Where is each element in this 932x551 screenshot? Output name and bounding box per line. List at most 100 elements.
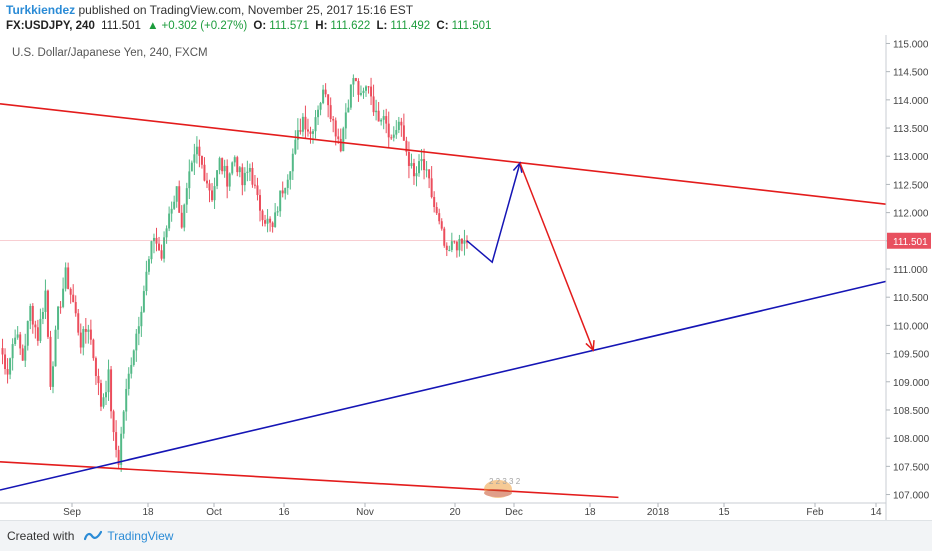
open-label: O:: [253, 20, 267, 32]
ohlc-line: FX:USDJPY, 240 111.501 ▲ +0.302 (+0.27%) …: [6, 18, 926, 34]
candle-body: [365, 86, 368, 91]
candle-body: [67, 267, 70, 289]
candle-body: [423, 159, 426, 171]
candle-body: [344, 112, 347, 129]
price-tick-label: 112.000: [893, 209, 929, 220]
time-tick-label: 18: [584, 507, 596, 518]
lower-resistance-trendline[interactable]: [0, 461, 619, 499]
candle-body: [165, 228, 168, 238]
candle-body: [163, 237, 166, 259]
price-axis[interactable]: 115.000 114.500 114.000 113.500 113.000 112.5…: [886, 39, 931, 502]
candle-body: [102, 397, 105, 407]
candle-body: [425, 169, 428, 171]
candle-body: [370, 86, 373, 97]
candle-body: [304, 116, 307, 130]
candle-body: [188, 171, 191, 189]
candle-body: [221, 158, 224, 172]
candle-body: [438, 213, 441, 222]
candle-body: [69, 288, 72, 295]
candle-body: [158, 243, 161, 251]
candle-body: [97, 375, 100, 384]
candle-body: [122, 411, 125, 434]
candle-body: [339, 138, 342, 152]
candle-body: [342, 128, 345, 152]
candle-body: [21, 348, 24, 361]
candle-body: [450, 241, 453, 250]
upper-resistance-trendline[interactable]: [0, 102, 887, 205]
change-value: +0.302 (+0.27%): [161, 20, 248, 32]
candle-body: [178, 186, 181, 213]
candle-body: [41, 311, 44, 319]
footer-bar: Created with TradingView: [0, 520, 932, 551]
candle-body: [453, 241, 456, 243]
candle-body: [448, 249, 451, 251]
candle-body: [385, 116, 388, 124]
candle-body: [420, 159, 423, 162]
candle-body: [327, 94, 330, 106]
time-axis[interactable]: Sep 18 Oct 16 Nov 20 Dec 18 2018 15 Feb 14: [63, 503, 882, 518]
chart-title: U.S. Dollar/Japanese Yen, 240, FXCM: [12, 47, 208, 59]
price-chart[interactable]: U.S. Dollar/Japanese Yen, 240, FXCM 115.…: [0, 35, 932, 520]
candle-body: [271, 222, 274, 227]
candle-body: [405, 140, 408, 152]
candle-body: [9, 358, 12, 375]
candle-body: [359, 93, 362, 95]
candle-body: [319, 103, 322, 110]
candle-body: [200, 155, 203, 165]
last-price-tag-text: 111.501: [893, 237, 928, 248]
price-tick-label: 108.500: [893, 406, 930, 417]
chart-area[interactable]: U.S. Dollar/Japanese Yen, 240, FXCM 115.…: [0, 35, 932, 520]
projection-path-2[interactable]: [519, 162, 594, 351]
candle-body: [296, 130, 299, 140]
chart-header: Turkkiendez published on TradingView.com…: [6, 2, 926, 34]
candle-body: [332, 119, 335, 121]
projection-path-1[interactable]: [466, 162, 521, 264]
candle-body: [314, 117, 317, 132]
author-link[interactable]: Turkkiendez: [6, 3, 76, 17]
symbol-label: FX:USDJPY, 240: [6, 20, 95, 32]
price-tick-label: 108.000: [893, 434, 930, 445]
candle-body: [324, 89, 327, 95]
price-tick-label: 109.500: [893, 350, 930, 361]
candle-body: [125, 388, 128, 412]
candle-body: [64, 267, 67, 289]
candle-body: [246, 171, 249, 173]
time-tick-label: 14: [870, 507, 882, 518]
candle-body: [145, 271, 148, 292]
price-tick-label: 107.000: [893, 491, 930, 502]
candle-body: [4, 354, 7, 370]
publish-info: published on TradingView.com, November 2…: [78, 3, 414, 17]
candle-body: [185, 188, 188, 205]
candle-body: [77, 313, 80, 333]
candle-body: [168, 213, 171, 229]
candle-body: [150, 241, 153, 260]
candle-body: [152, 237, 155, 242]
candle-body: [380, 119, 383, 122]
candle-body: [216, 170, 219, 187]
candle-body: [223, 165, 226, 172]
candle-body: [84, 328, 87, 332]
candle-body: [24, 345, 27, 361]
candle-body: [180, 212, 183, 228]
candle-body: [354, 78, 357, 82]
candle-body: [195, 146, 198, 155]
tradingview-logo-icon[interactable]: TradingView: [84, 529, 173, 543]
candle-body: [357, 81, 360, 95]
candle-body: [241, 167, 244, 186]
candle-body: [286, 179, 289, 188]
candle-body: [337, 136, 340, 139]
candle-body: [266, 218, 269, 224]
support-trendline[interactable]: [0, 280, 887, 491]
candle-body: [120, 433, 123, 465]
publish-line: Turkkiendez published on TradingView.com…: [6, 2, 926, 18]
candle-body: [238, 167, 241, 173]
candle-body: [44, 290, 47, 312]
candle-body: [87, 329, 90, 332]
candle-body: [137, 326, 140, 334]
candle-body: [36, 327, 39, 341]
candle-body: [400, 121, 403, 126]
candle-body: [140, 311, 143, 327]
candle-body: [397, 121, 400, 130]
tradingview-link[interactable]: TradingView: [107, 529, 174, 543]
arrow-up-icon: ▲: [147, 20, 159, 32]
